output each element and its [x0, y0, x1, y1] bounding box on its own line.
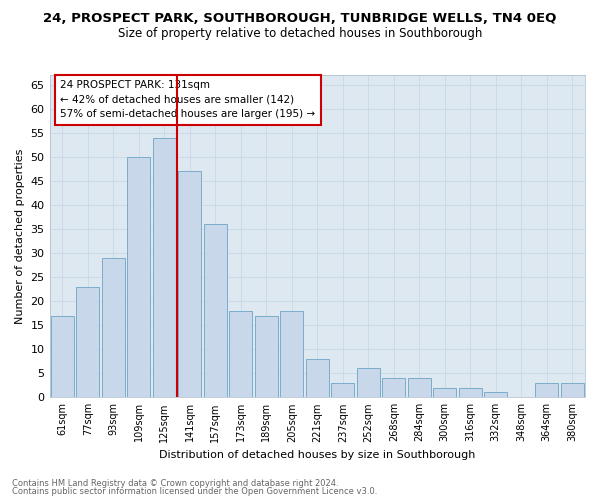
Bar	[255, 316, 278, 398]
Bar	[280, 310, 303, 398]
Bar	[459, 388, 482, 398]
Bar	[408, 378, 431, 398]
Bar	[561, 383, 584, 398]
Bar	[535, 383, 558, 398]
Bar	[433, 388, 456, 398]
Text: Size of property relative to detached houses in Southborough: Size of property relative to detached ho…	[118, 28, 482, 40]
Bar	[178, 171, 201, 398]
Bar	[229, 310, 252, 398]
Bar	[127, 157, 150, 398]
Text: 24, PROSPECT PARK, SOUTHBOROUGH, TUNBRIDGE WELLS, TN4 0EQ: 24, PROSPECT PARK, SOUTHBOROUGH, TUNBRID…	[43, 12, 557, 26]
Y-axis label: Number of detached properties: Number of detached properties	[15, 148, 25, 324]
Bar	[331, 383, 354, 398]
Bar	[382, 378, 405, 398]
Bar	[306, 359, 329, 398]
Text: Contains HM Land Registry data © Crown copyright and database right 2024.: Contains HM Land Registry data © Crown c…	[12, 479, 338, 488]
Bar	[357, 368, 380, 398]
Bar	[51, 316, 74, 398]
Text: Contains public sector information licensed under the Open Government Licence v3: Contains public sector information licen…	[12, 487, 377, 496]
Bar	[484, 392, 507, 398]
Bar	[102, 258, 125, 398]
Bar	[204, 224, 227, 398]
Text: 24 PROSPECT PARK: 131sqm
← 42% of detached houses are smaller (142)
57% of semi-: 24 PROSPECT PARK: 131sqm ← 42% of detach…	[60, 80, 316, 120]
Bar	[153, 138, 176, 398]
X-axis label: Distribution of detached houses by size in Southborough: Distribution of detached houses by size …	[159, 450, 475, 460]
Bar	[76, 286, 99, 398]
